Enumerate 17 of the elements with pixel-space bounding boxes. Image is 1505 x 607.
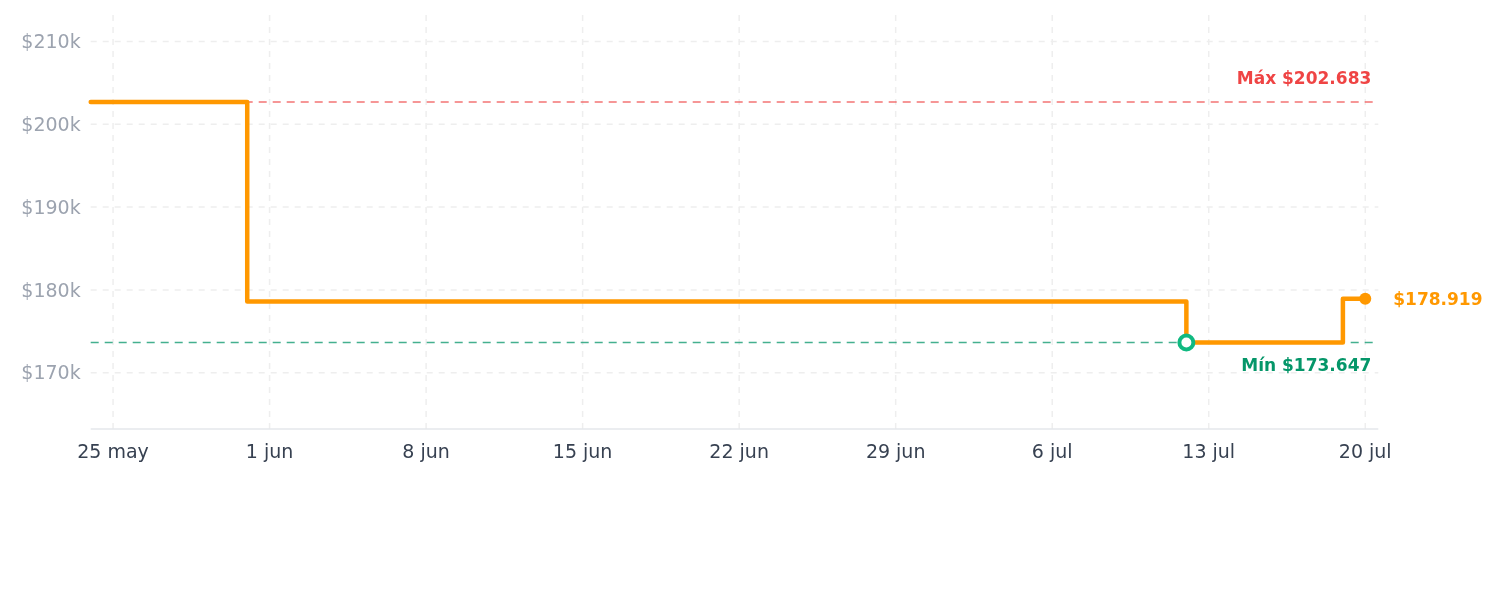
- y-tick-label: $210k: [21, 30, 81, 53]
- x-tick-label: 8 jun: [402, 440, 450, 462]
- x-tick-label: 13 jul: [1182, 440, 1236, 462]
- x-tick-label: 25 may: [77, 440, 149, 462]
- ref-line-label: Mín $173.647: [1241, 355, 1372, 376]
- y-tick-label: $190k: [21, 195, 81, 218]
- annotation: $178.919: [1393, 288, 1483, 309]
- y-tick-label: $170k: [21, 361, 81, 384]
- x-tick-label: 29 jun: [865, 440, 926, 462]
- y-tick-label: $180k: [21, 278, 81, 301]
- x-tick-label: 20 jul: [1338, 440, 1392, 462]
- x-tick-label: 1 jun: [245, 440, 294, 462]
- x-tick-label: 22 jun: [709, 440, 769, 462]
- x-tick-label: 15 jun: [552, 440, 613, 462]
- y-tick-label: $200k: [21, 112, 81, 135]
- ref-line-label: Máx $202.683: [1236, 68, 1372, 89]
- x-tick-label: 6 jul: [1031, 440, 1073, 462]
